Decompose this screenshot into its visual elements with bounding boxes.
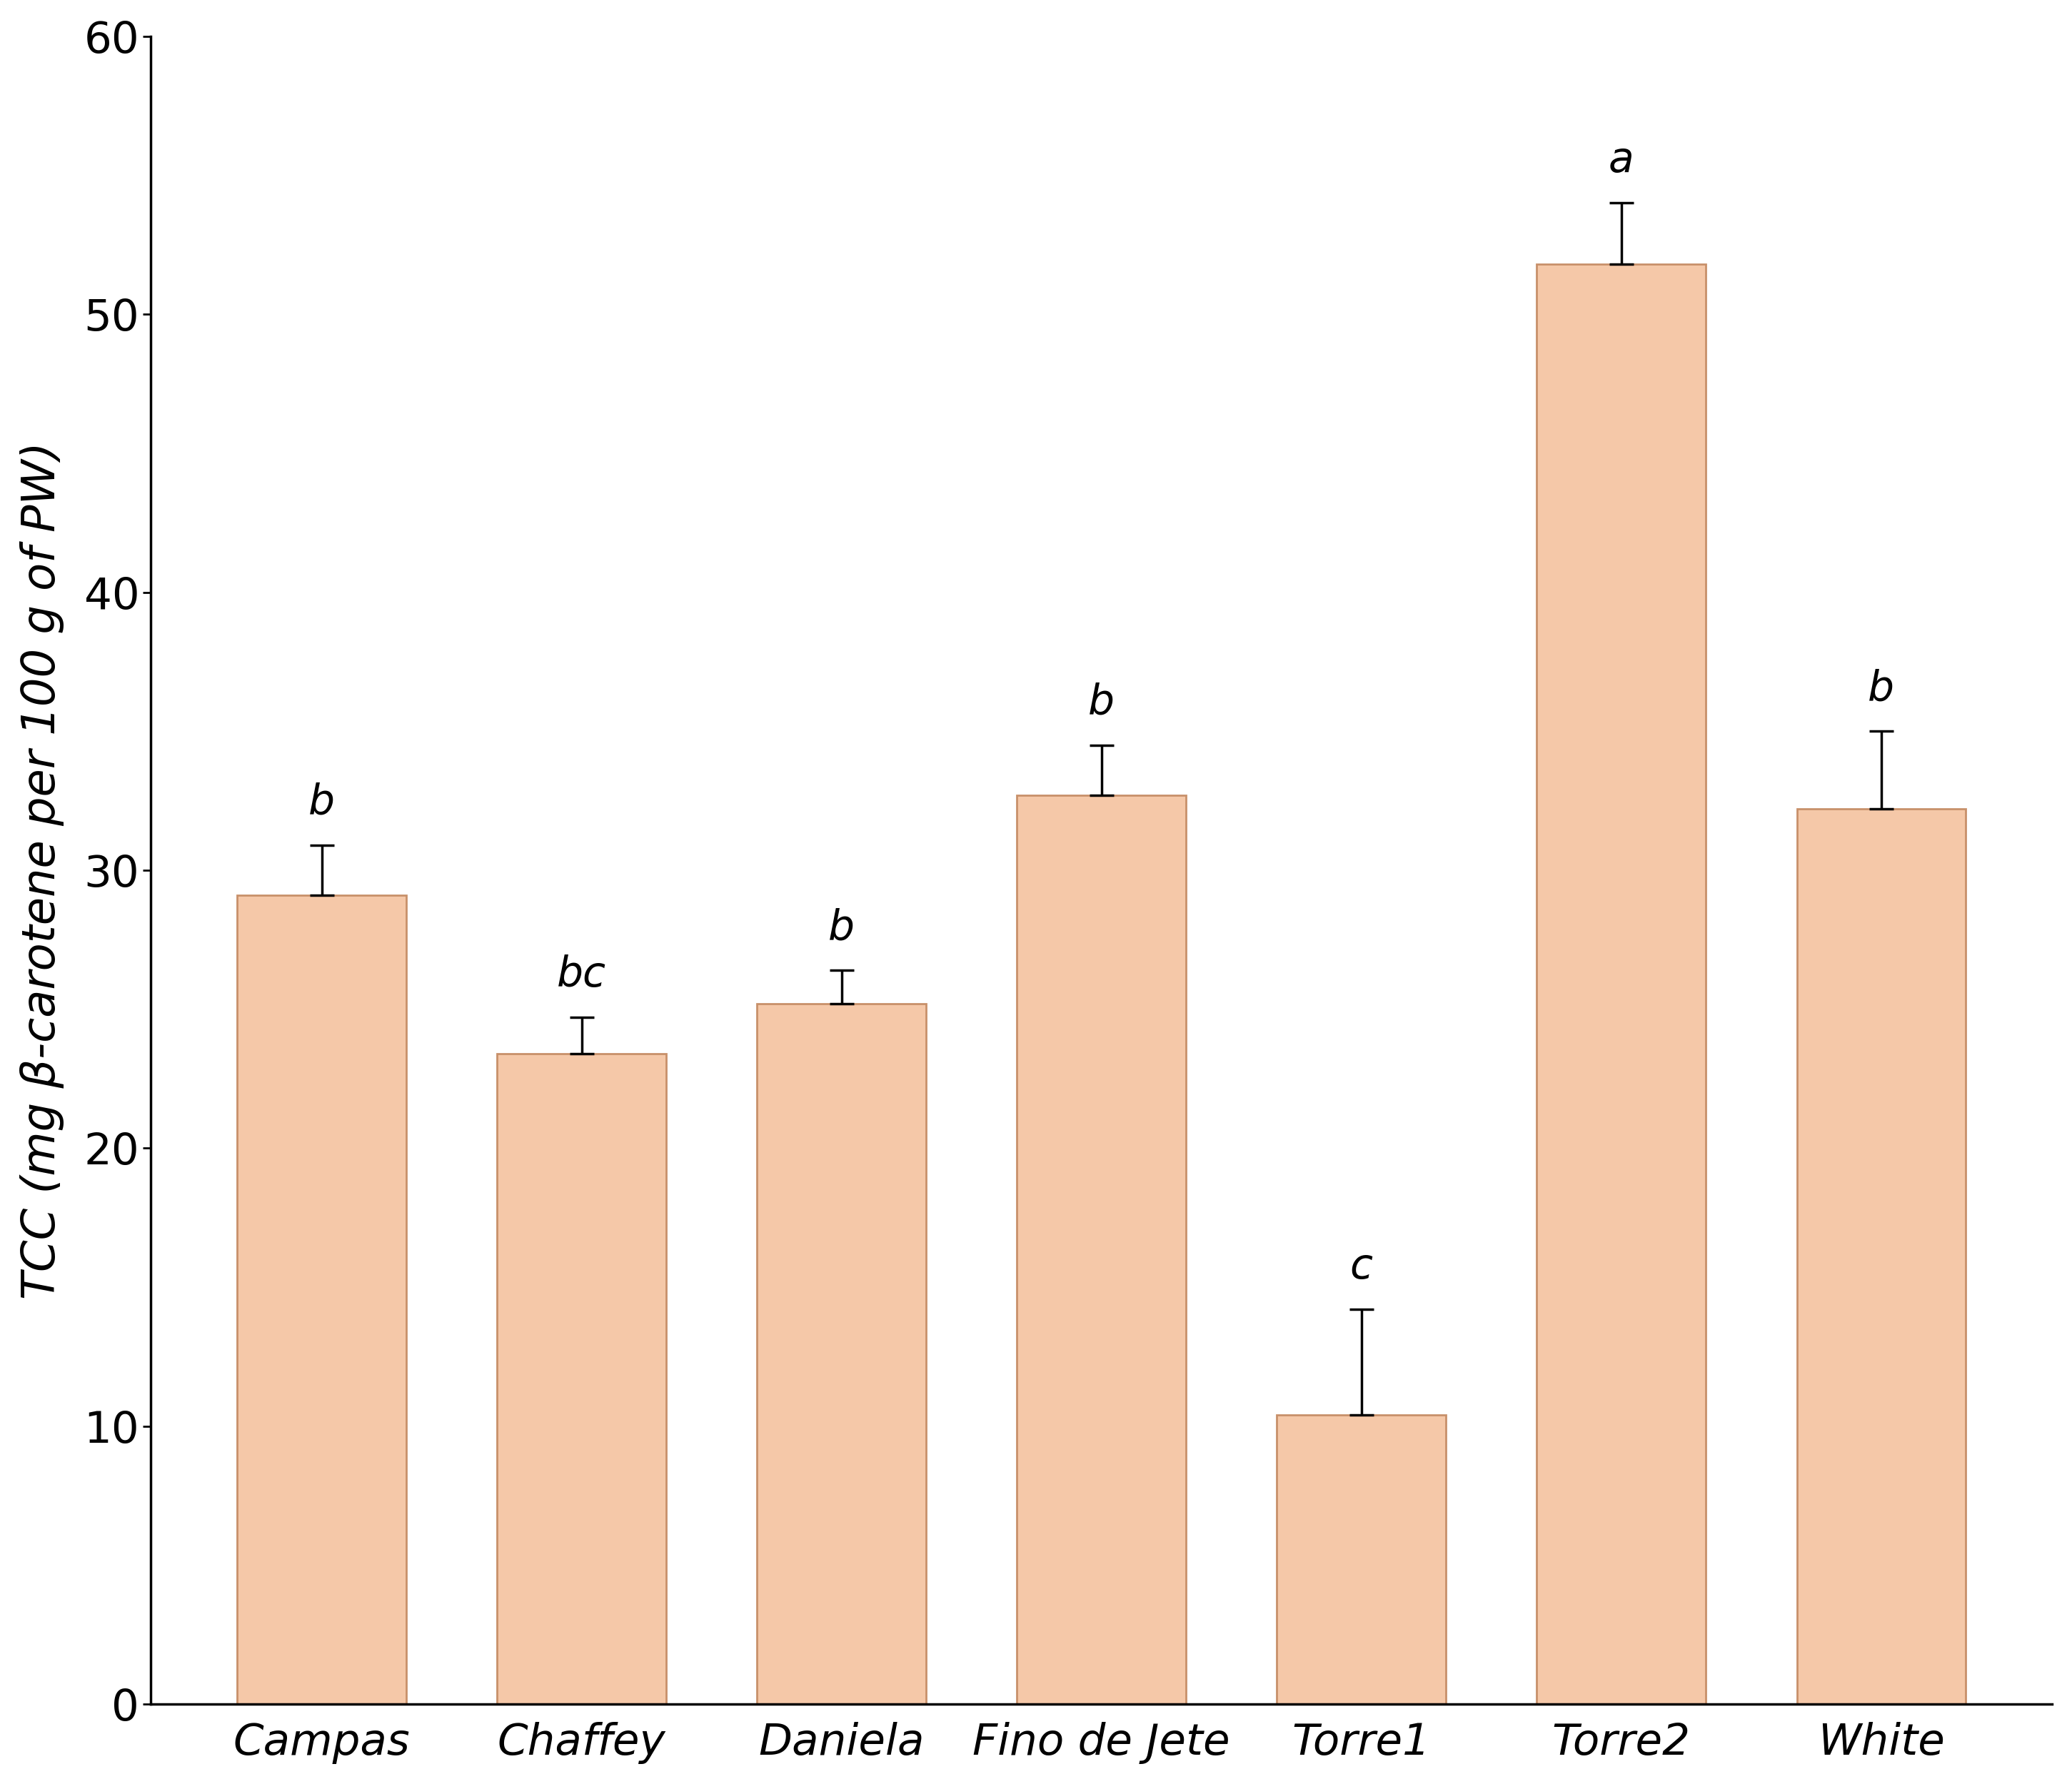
Text: b: b xyxy=(1088,681,1115,723)
Bar xyxy=(1017,796,1185,1704)
Text: c: c xyxy=(1351,1247,1374,1288)
Y-axis label: TCC (mg β-carotene per 100 g of PW): TCC (mg β-carotene per 100 g of PW) xyxy=(21,441,64,1299)
Text: b: b xyxy=(1869,669,1894,708)
Bar xyxy=(1276,1415,1446,1704)
Text: a: a xyxy=(1608,141,1635,180)
Bar xyxy=(1796,810,1966,1704)
Bar xyxy=(497,1054,665,1704)
Text: b: b xyxy=(309,781,336,822)
Text: b: b xyxy=(829,908,856,947)
Bar xyxy=(756,1004,926,1704)
Bar xyxy=(236,896,406,1704)
Text: bc: bc xyxy=(557,954,607,995)
Bar xyxy=(1537,264,1705,1704)
